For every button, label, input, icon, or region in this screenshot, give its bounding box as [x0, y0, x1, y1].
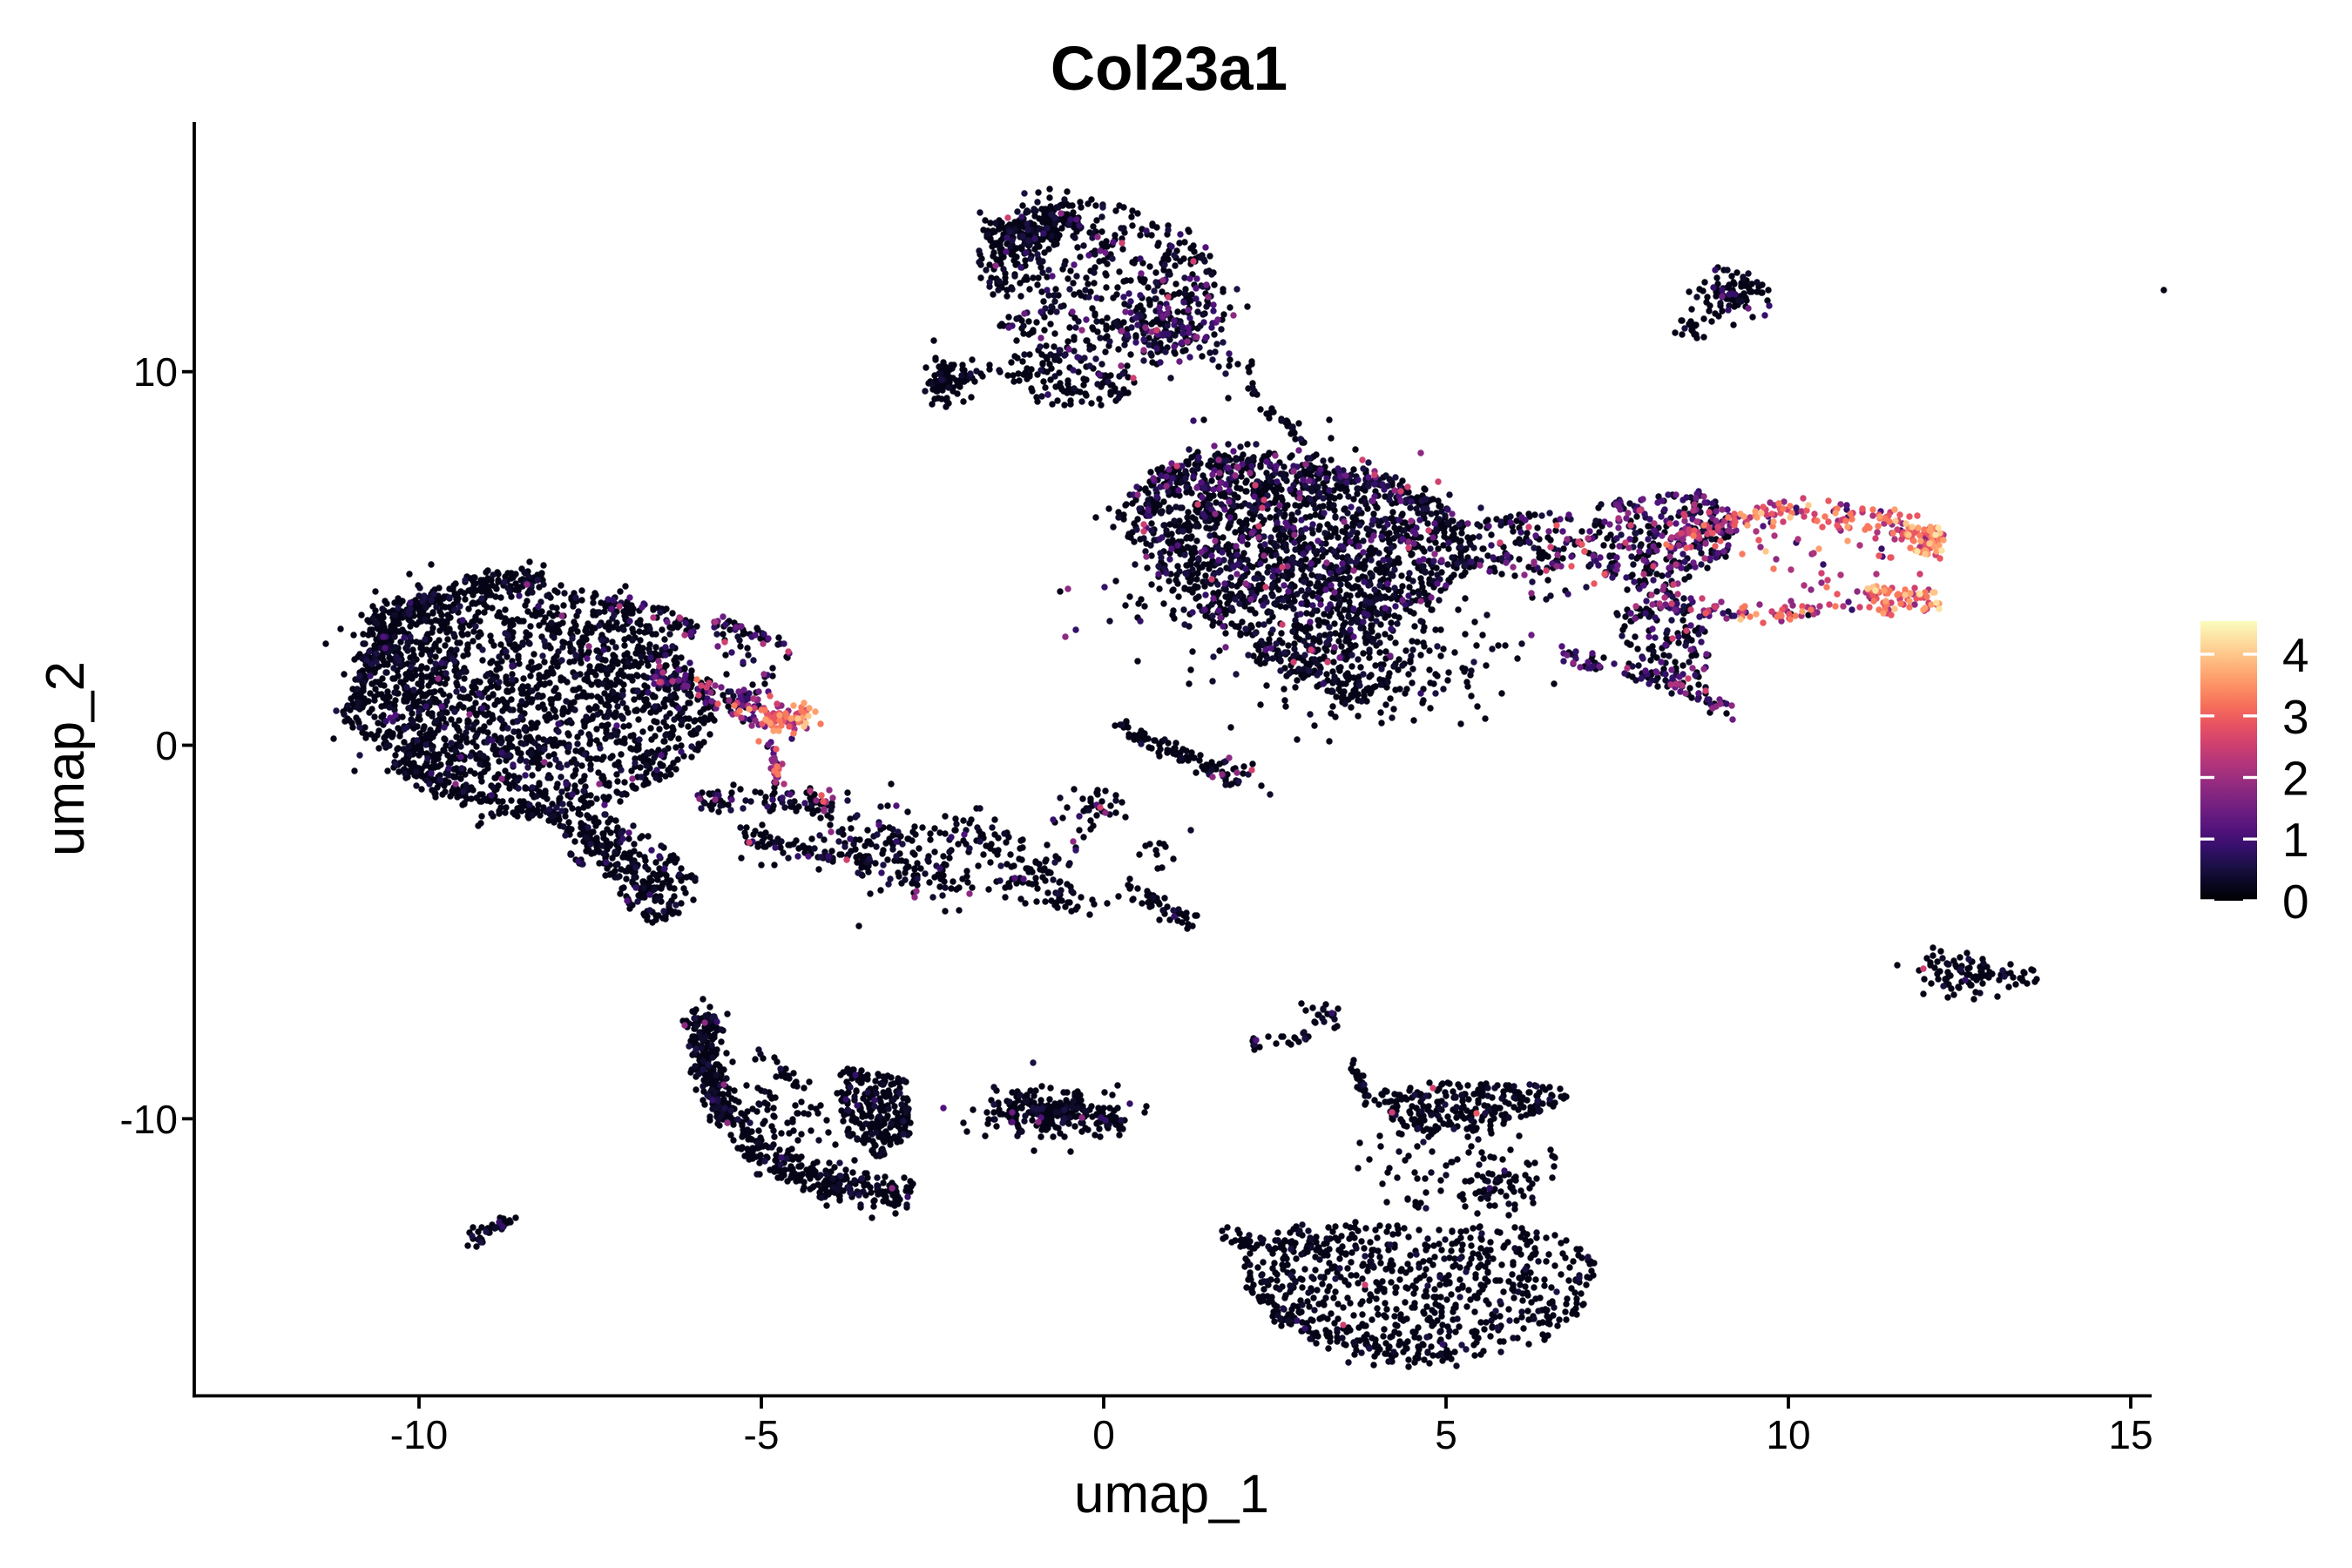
svg-text:umap_2: umap_2 [36, 661, 96, 856]
svg-text:0: 0 [2282, 875, 2309, 929]
svg-text:umap_1: umap_1 [1074, 1464, 1269, 1524]
svg-text:15: 15 [2108, 1412, 2153, 1457]
svg-text:2: 2 [2282, 752, 2309, 806]
svg-text:-10: -10 [120, 1097, 178, 1142]
svg-text:0: 0 [1092, 1412, 1115, 1457]
svg-text:10: 10 [133, 349, 178, 395]
svg-text:-10: -10 [390, 1412, 448, 1457]
svg-text:10: 10 [1766, 1412, 1810, 1457]
svg-text:1: 1 [2282, 813, 2309, 867]
svg-text:Col23a1: Col23a1 [1051, 35, 1288, 104]
svg-text:-5: -5 [744, 1412, 780, 1457]
svg-text:5: 5 [1435, 1412, 1457, 1457]
svg-text:4: 4 [2282, 628, 2309, 682]
svg-text:3: 3 [2282, 690, 2309, 744]
svg-text:0: 0 [155, 723, 178, 768]
